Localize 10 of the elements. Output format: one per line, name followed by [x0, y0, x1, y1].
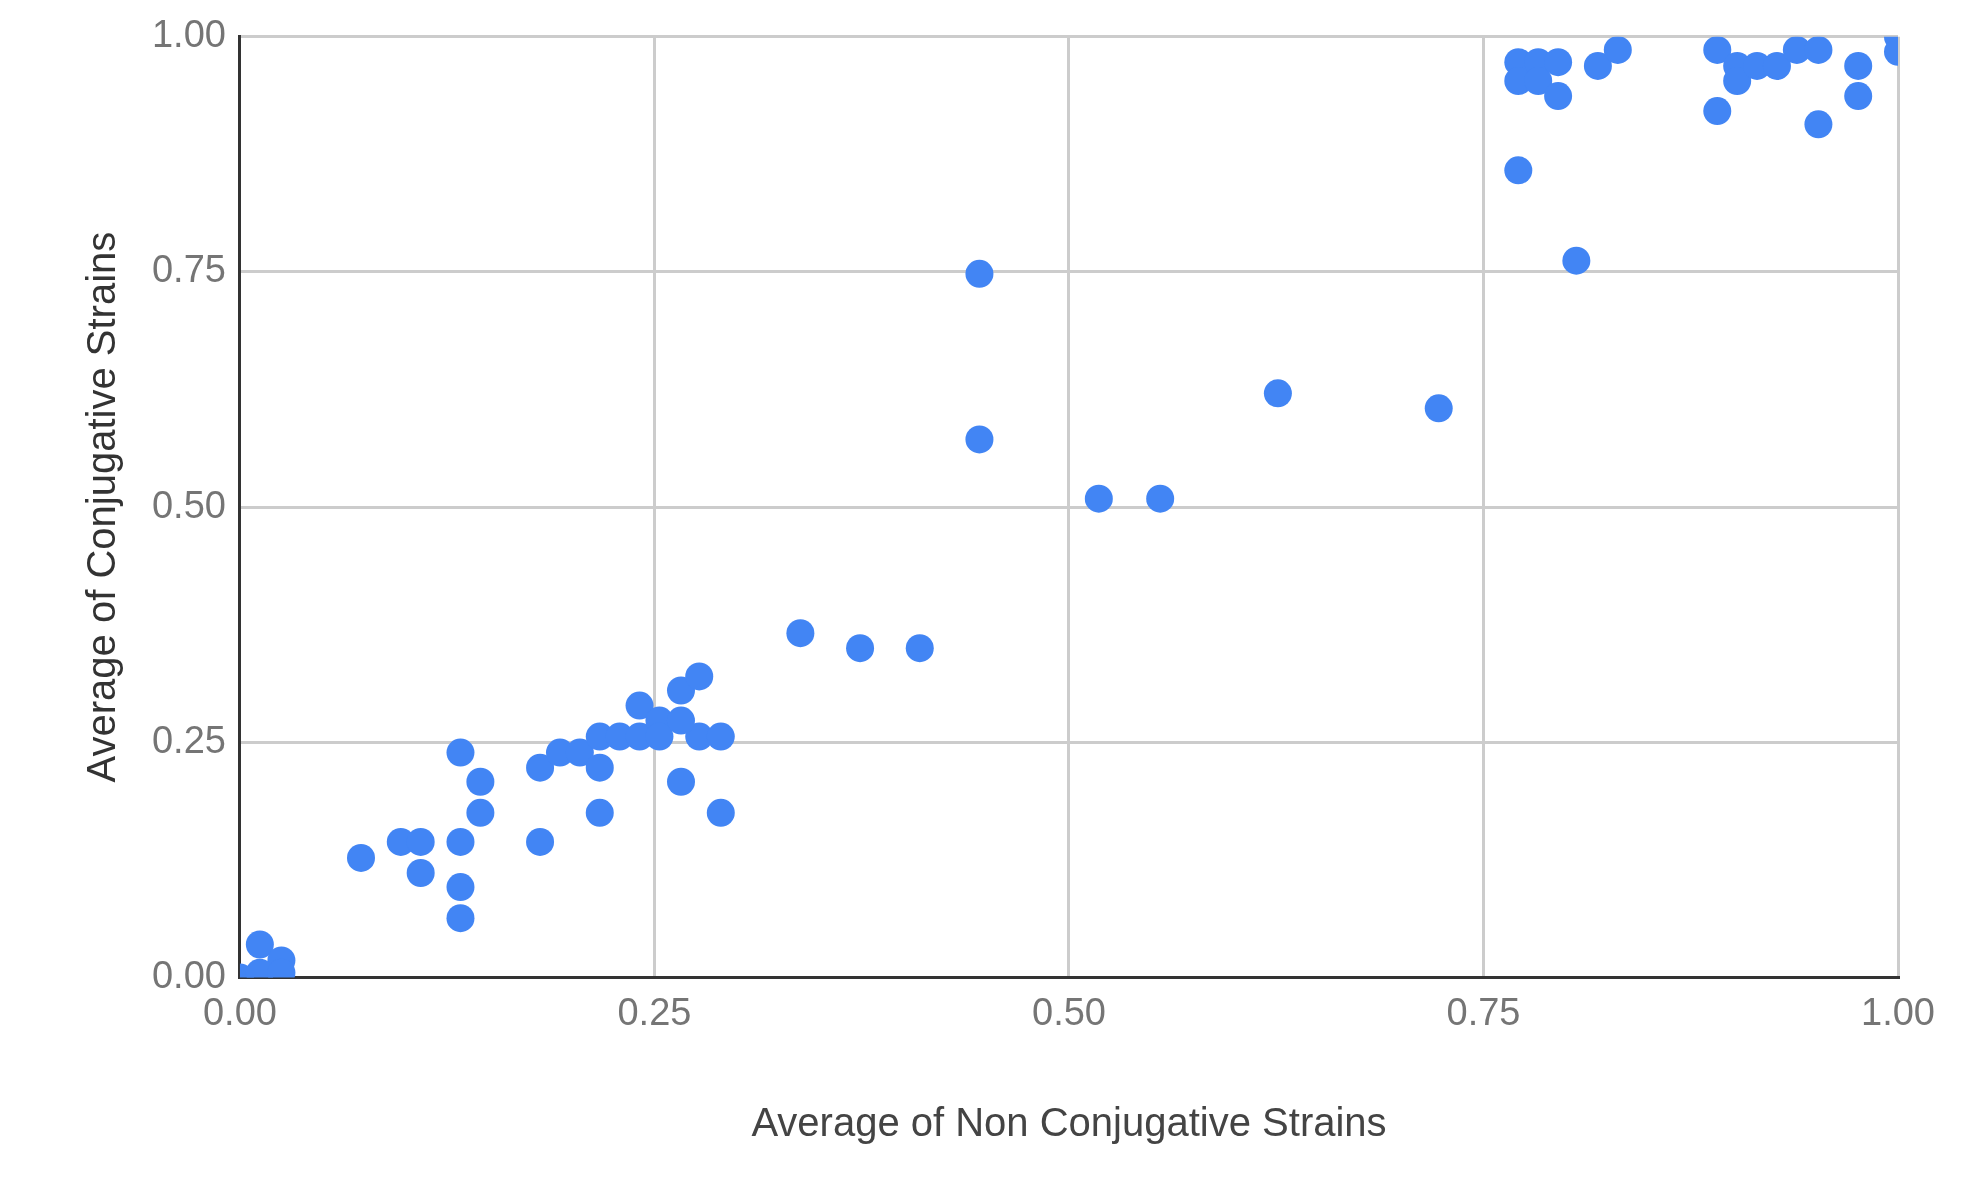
x-tick-label: 0.50: [1032, 990, 1106, 1033]
y-tick-label: 1.00: [151, 13, 226, 56]
x-tick-label: 0.25: [617, 990, 692, 1033]
y-tick-label: 0.75: [151, 248, 226, 291]
y-axis-title: Average of Conjugative Strains: [79, 231, 124, 783]
x-tick-label: 0.75: [1446, 990, 1521, 1033]
y-tick-label: 0.50: [151, 483, 226, 526]
y-tick-label: 0.25: [151, 718, 226, 761]
x-axis-title: Average of Non Conjugative Strains: [751, 1100, 1387, 1145]
x-tick-label: 1.00: [1861, 990, 1935, 1033]
